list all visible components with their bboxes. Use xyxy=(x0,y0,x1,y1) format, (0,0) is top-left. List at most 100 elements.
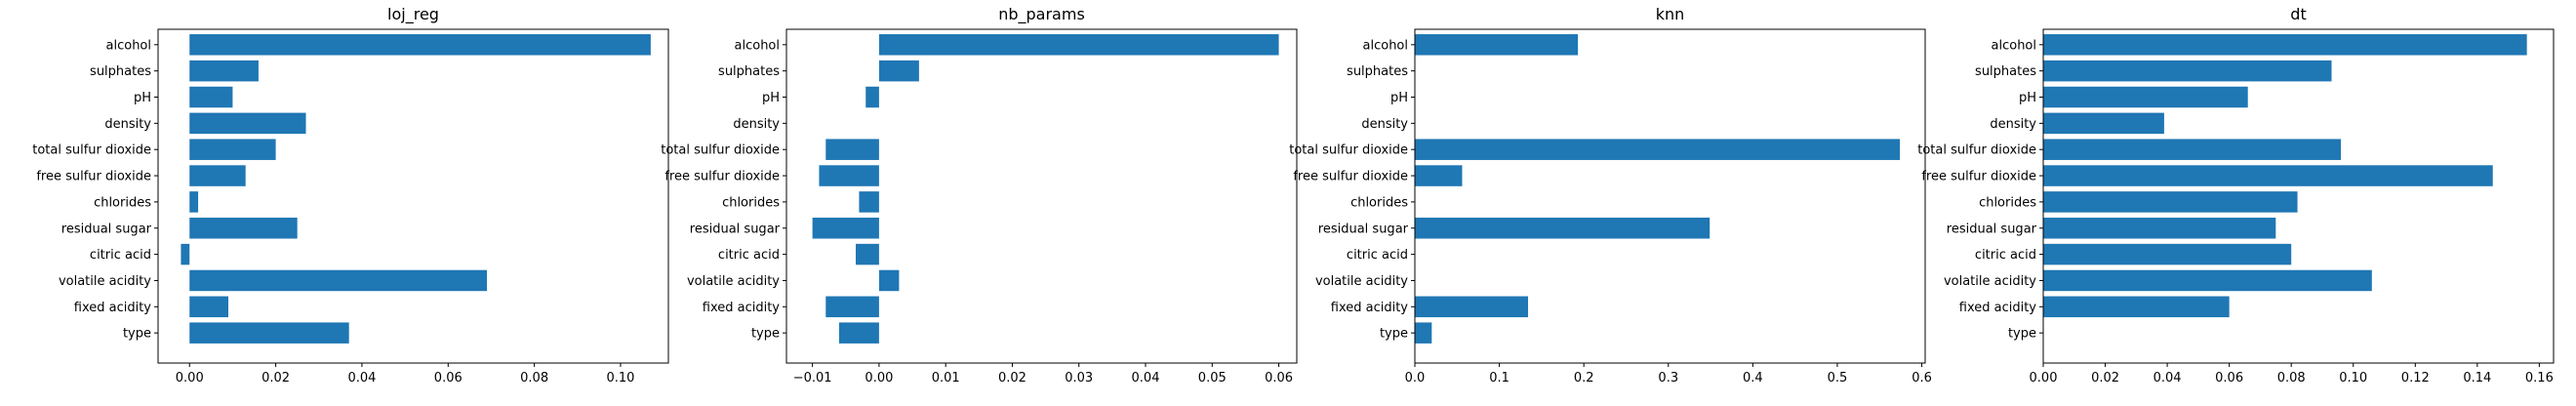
y-tick-label: free sulfur dioxide xyxy=(1293,170,1408,184)
bar-free-sulfur-dioxide xyxy=(189,165,246,186)
y-tick-label: pH xyxy=(2019,91,2036,105)
x-tick-label: 0.05 xyxy=(1198,371,1227,386)
bar-total-sulfur-dioxide xyxy=(825,139,879,160)
y-tick-label: sulphates xyxy=(1347,64,1408,79)
x-tick-label: 0.00 xyxy=(176,371,204,386)
x-tick-label: 0.06 xyxy=(1265,371,1293,386)
x-tick-label: 0.2 xyxy=(1574,371,1594,386)
y-tick-label: sulphates xyxy=(90,64,151,79)
bar-free-sulfur-dioxide xyxy=(1415,165,1463,186)
y-tick-label: citric acid xyxy=(1347,248,1408,263)
plot-area xyxy=(158,29,668,363)
bar-total-sulfur-dioxide xyxy=(189,139,276,160)
bar-fixed-acidity xyxy=(2043,296,2230,318)
y-tick-label: total sulfur dioxide xyxy=(1289,143,1408,158)
y-tick-label: total sulfur dioxide xyxy=(32,143,151,158)
y-tick-label: chlorides xyxy=(1979,195,2036,210)
x-tick-label: 0.14 xyxy=(2463,371,2491,386)
y-tick-label: alcohol xyxy=(1363,38,1408,53)
y-tick-label: chlorides xyxy=(94,195,151,210)
y-tick-label: pH xyxy=(762,91,780,105)
y-tick-label: density xyxy=(104,117,151,132)
y-tick-label: pH xyxy=(1390,91,1408,105)
bar-volatile-acidity xyxy=(2043,269,2372,292)
bar-fixed-acidity xyxy=(825,296,879,318)
x-tick-label: 0.01 xyxy=(932,371,960,386)
y-tick-label: total sulfur dioxide xyxy=(1917,143,2036,158)
bar-type xyxy=(1415,322,1432,344)
y-tick-label: density xyxy=(1990,117,2036,132)
bar-chlorides xyxy=(189,191,199,213)
bar-pH xyxy=(2043,86,2248,108)
y-tick-label: volatile acidity xyxy=(59,274,151,289)
bar-total-sulfur-dioxide xyxy=(2043,139,2342,160)
bar-chlorides xyxy=(2043,191,2298,213)
y-tick-label: chlorides xyxy=(1350,195,1408,210)
bar-alcohol xyxy=(189,34,651,56)
x-tick-label: 0.6 xyxy=(1912,371,1932,386)
axes-frame xyxy=(785,28,1298,364)
x-tick-label: 0.08 xyxy=(2277,371,2306,386)
x-tick-label: 0.06 xyxy=(2215,371,2243,386)
axes-frame xyxy=(2042,28,2555,364)
x-tick-label: 0.02 xyxy=(2091,371,2119,386)
y-tick-label: total sulfur dioxide xyxy=(661,143,780,158)
y-tick-label: citric acid xyxy=(90,248,151,263)
y-tick-label: type xyxy=(2008,327,2036,342)
y-tick-label: residual sugar xyxy=(690,222,781,236)
chart-panel-dt: alcohol sulphates pH density total sulfur di… xyxy=(1917,5,2555,386)
y-tick-label: type xyxy=(751,327,780,342)
bar-type xyxy=(838,322,879,344)
y-tick-label: alcohol xyxy=(1992,38,2036,53)
x-tick-label: 0.10 xyxy=(606,371,634,386)
x-tick-label: 0.02 xyxy=(998,371,1026,386)
bar-residual-sugar xyxy=(812,218,879,239)
axes-frame xyxy=(1414,28,1926,364)
y-tick-label: free sulfur dioxide xyxy=(1921,170,2036,184)
bar-alcohol xyxy=(1415,34,1579,56)
x-tick-label: 0.06 xyxy=(434,371,463,386)
x-tick-label: −0.01 xyxy=(793,371,832,386)
y-tick-label: fixed acidity xyxy=(74,301,152,315)
bar-fixed-acidity xyxy=(1415,296,1529,318)
bar-density xyxy=(189,112,306,135)
y-tick-label: citric acid xyxy=(718,248,780,263)
panel-title: dt xyxy=(2290,5,2306,23)
bar-density xyxy=(2043,112,2164,135)
x-tick-label: 0.04 xyxy=(2153,371,2182,386)
y-tick-label: density xyxy=(1361,117,1408,132)
y-tick-label: alcohol xyxy=(735,38,780,53)
bar-citric-acid xyxy=(2043,243,2292,265)
y-tick-label: sulphates xyxy=(1975,64,2036,79)
x-tick-label: 0.02 xyxy=(262,371,290,386)
panel-title: nb_params xyxy=(998,5,1085,24)
bar-residual-sugar xyxy=(189,218,298,239)
chart-panel-loj_reg: alcohol sulphates pH density total sulfur di… xyxy=(32,5,669,386)
bar-citric-acid xyxy=(856,243,879,265)
y-tick-label: citric acid xyxy=(1975,248,2036,263)
chart-panel-knn: alcohol sulphates pH density total sulfur di… xyxy=(1289,5,1932,386)
x-tick-label: 0.5 xyxy=(1828,371,1848,386)
y-tick-label: type xyxy=(1380,327,1408,342)
x-tick-label: 0.16 xyxy=(2525,371,2554,386)
bar-sulphates xyxy=(189,60,259,82)
y-tick-label: fixed acidity xyxy=(1331,301,1409,315)
x-tick-label: 0.04 xyxy=(1132,371,1160,386)
bar-total-sulfur-dioxide xyxy=(1415,139,1901,160)
y-tick-label: pH xyxy=(134,91,151,105)
y-tick-label: residual sugar xyxy=(61,222,152,236)
panel-title: loj_reg xyxy=(387,5,439,24)
bar-residual-sugar xyxy=(1415,218,1711,239)
x-tick-label: 0.00 xyxy=(2030,371,2058,386)
bar-free-sulfur-dioxide xyxy=(2043,165,2493,186)
x-tick-label: 0.03 xyxy=(1065,371,1093,386)
y-tick-label: chlorides xyxy=(722,195,780,210)
bar-pH xyxy=(865,86,879,108)
bar-sulphates xyxy=(2043,60,2332,82)
bar-free-sulfur-dioxide xyxy=(819,165,879,186)
x-tick-label: 0.4 xyxy=(1743,371,1763,386)
x-tick-label: 0.04 xyxy=(347,371,376,386)
bar-residual-sugar xyxy=(2043,218,2276,239)
x-tick-label: 0.3 xyxy=(1658,371,1678,386)
